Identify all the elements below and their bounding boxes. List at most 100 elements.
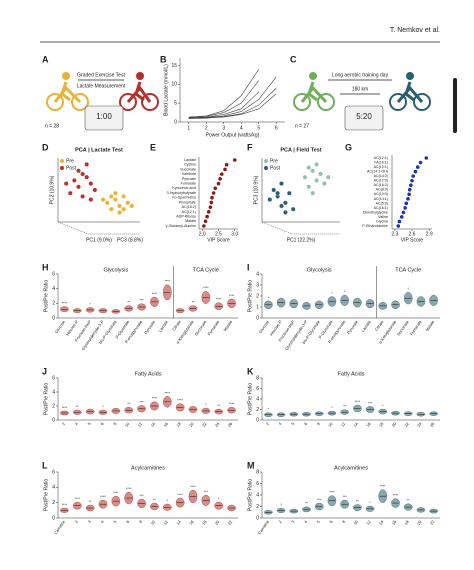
sample-point (121, 194, 126, 199)
timer: 5:20 (356, 112, 372, 121)
significance: **** (190, 485, 196, 489)
feature-label: Kynurenic acid (172, 186, 196, 190)
sample-point (271, 187, 277, 193)
sample-point (80, 194, 85, 199)
significance: * (344, 290, 346, 294)
significance: ** (89, 500, 92, 504)
x-tick-label: 4 (240, 125, 243, 131)
legend-swatch (60, 159, 64, 163)
x-tick-label: 10 (352, 519, 359, 526)
sample-point (121, 206, 126, 212)
x-tick-label: 14 (378, 519, 385, 526)
y-tick-label: 4 (256, 492, 259, 498)
y-axis-label: Post/Pre Ratio (43, 479, 49, 511)
vip-dot (213, 186, 218, 191)
vip-dot (411, 174, 415, 178)
vip-dot (208, 205, 213, 209)
x-tick-label: 5 (316, 519, 322, 524)
significance: ** (217, 404, 220, 408)
z-axis-label: PC3 (8.8%) (117, 237, 143, 243)
panel-letter: I (247, 262, 250, 272)
group-title: Fatty Acids (338, 371, 365, 377)
sample-point (76, 184, 81, 190)
vip-dot (415, 165, 420, 169)
x-tick-label: 5 (86, 421, 92, 426)
significance: * (102, 405, 104, 409)
x-tick-label: 2.0 (199, 231, 206, 237)
x-tick-label: 22 (201, 421, 208, 428)
sample-point (267, 197, 273, 202)
panel-letter: E (150, 142, 156, 152)
vip-dot (397, 219, 402, 224)
x-tick-label: Malate (424, 319, 435, 332)
feature-label: Glycine (376, 219, 388, 223)
sample-point (63, 181, 69, 186)
sample-size: n = 27 (295, 123, 309, 129)
x-tick-label: 3 (222, 125, 225, 131)
x-tick-label: 10 (124, 421, 131, 428)
significance: **** (177, 493, 183, 497)
x-tick-label: 4 (99, 519, 105, 524)
sample-point (92, 187, 98, 193)
vip-dot (403, 206, 407, 210)
x-tick-label: 3 (290, 519, 296, 524)
legend-swatch (264, 159, 268, 163)
x-tick-label: 4 (277, 421, 283, 426)
x-tick-label: 16 (188, 519, 195, 526)
y-tick-label: 0 (174, 119, 177, 125)
significance: **** (152, 397, 158, 401)
panel-letter: L (42, 460, 48, 470)
x-tick-label: 2 (74, 519, 80, 524)
vip-dot (219, 172, 224, 176)
feature-label: AC(8:0) (376, 188, 388, 192)
x-axis-label: VIP Score (401, 237, 424, 243)
legend-swatch (264, 166, 268, 170)
vip-dot (216, 181, 221, 186)
x-tick-label: 12 (137, 421, 144, 428)
x-tick-label: 10 (327, 421, 334, 428)
x-tick-label: 12 (365, 519, 372, 526)
significance: **** (329, 490, 335, 494)
vip-dot (223, 167, 227, 172)
vip-dot (407, 192, 411, 197)
x-tick-label: 24 (214, 421, 221, 428)
x-tick-label: 8 (316, 421, 322, 426)
significance: *** (317, 498, 322, 502)
sample-point (318, 171, 323, 177)
feature-label: Phosphate (179, 200, 196, 204)
significance: *** (140, 400, 145, 404)
y-tick-label: 0 (52, 515, 55, 521)
feature-label: AC(18:2) (182, 205, 196, 209)
y-axis-label: PC2 (10.9%) (49, 175, 55, 204)
x-tick-label: 3 (86, 519, 92, 524)
x-tick-label: 26 (227, 421, 234, 428)
vip-dot (206, 210, 211, 214)
sample-point (302, 174, 308, 180)
x-tick-label: 8 (341, 519, 347, 524)
y-tick-label: 8 (256, 375, 259, 381)
significance: **** (113, 491, 119, 495)
feature-label: Ko-Spermidine (172, 196, 196, 200)
feature-label: AC(14:2) (374, 174, 388, 178)
panel-letter: C (290, 54, 297, 64)
vip-dot (211, 191, 216, 195)
lactate-curve (188, 76, 277, 119)
significance: * (167, 499, 169, 503)
x-tick-label: 18 (403, 519, 410, 526)
vip-dot (218, 177, 222, 181)
x-tick-label: 2.5 (215, 231, 222, 237)
y-tick-label: 6 (52, 271, 55, 277)
x-tick-label: 18 (201, 519, 208, 526)
x-tick-label: 5 (290, 421, 296, 426)
sample-point (88, 181, 94, 186)
panel-letter: K (247, 366, 254, 376)
step-label: Long aerobic training day (332, 72, 389, 78)
sample-point (117, 203, 122, 209)
y-tick-label: 4 (256, 396, 259, 402)
legend-label: Post (270, 165, 281, 171)
x-tick-label: 5 (257, 125, 260, 131)
significance: **** (100, 495, 106, 499)
significance: **** (126, 487, 132, 491)
x-tick-label: 20 (214, 519, 221, 526)
sample-point (80, 171, 85, 177)
